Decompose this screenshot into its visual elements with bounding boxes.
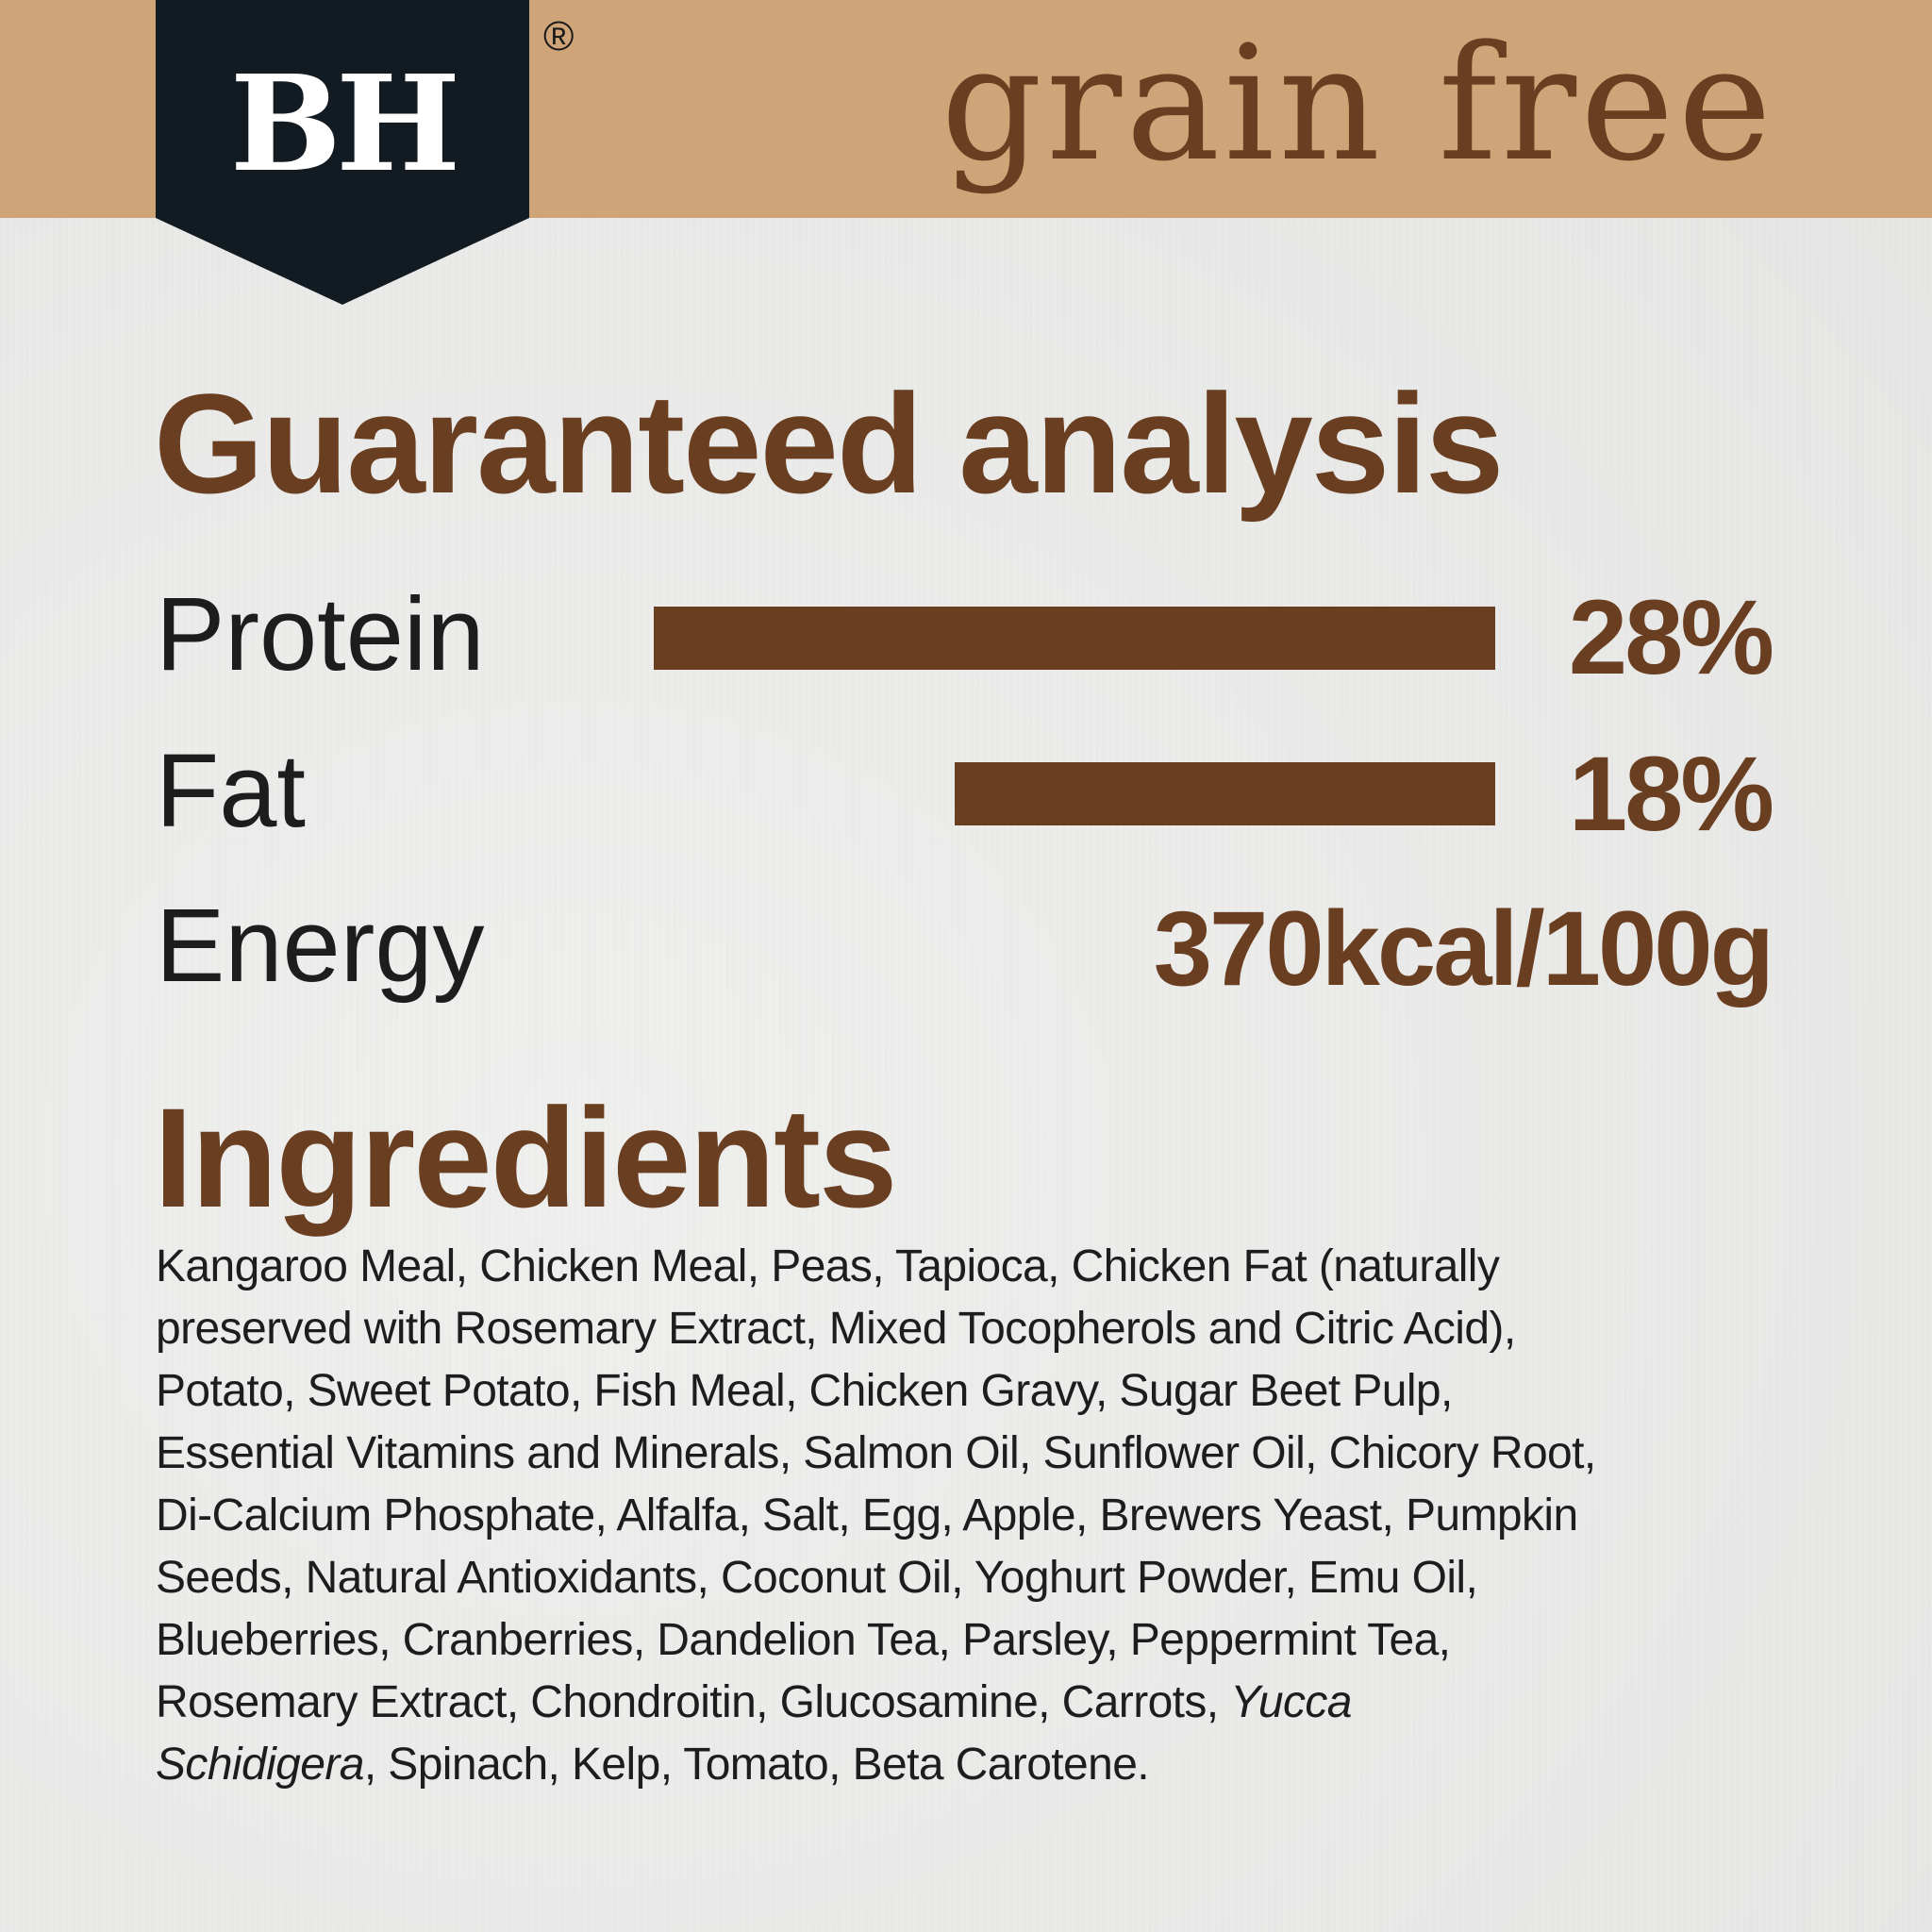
ingredients-text: Essential Vitamins and Minerals, Salmon … bbox=[156, 1428, 1596, 1478]
ingredients-text: preserved with Rosemary Extract, Mixed T… bbox=[156, 1304, 1516, 1354]
brand-logo-text: BH bbox=[229, 47, 461, 202]
ingredients-line: Seeds, Natural Antioxidants, Coconut Oil… bbox=[156, 1547, 1816, 1609]
protein-bar bbox=[654, 607, 1495, 670]
ingredients-line: Rosemary Extract, Chondroitin, Glucosami… bbox=[156, 1672, 1816, 1734]
ingredients-list: Kangaroo Meal, Chicken Meal, Peas, Tapio… bbox=[156, 1236, 1816, 1796]
ingredients-text: Di-Calcium Phosphate, Alfalfa, Salt, Egg… bbox=[156, 1491, 1578, 1541]
ingredients-text: Yucca bbox=[1230, 1677, 1352, 1727]
ingredients-line: Di-Calcium Phosphate, Alfalfa, Salt, Egg… bbox=[156, 1485, 1816, 1547]
ingredients-line: Essential Vitamins and Minerals, Salmon … bbox=[156, 1423, 1816, 1485]
ingredients-text: , Spinach, Kelp, Tomato, Beta Carotene. bbox=[363, 1740, 1150, 1790]
brand-logo-badge: BH bbox=[156, 0, 529, 305]
ingredients-line: preserved with Rosemary Extract, Mixed T… bbox=[156, 1298, 1816, 1360]
ingredients-line: Kangaroo Meal, Chicken Meal, Peas, Tapio… bbox=[156, 1236, 1816, 1298]
ingredients-text: Rosemary Extract, Chondroitin, Glucosami… bbox=[156, 1677, 1231, 1727]
protein-label: Protein bbox=[156, 576, 485, 692]
ingredients-text: Seeds, Natural Antioxidants, Coconut Oil… bbox=[156, 1553, 1478, 1603]
protein-value: 28% bbox=[1568, 578, 1774, 696]
ingredients-line: Potato, Sweet Potato, Fish Meal, Chicken… bbox=[156, 1360, 1816, 1423]
analysis-title: Guaranteed analysis bbox=[154, 364, 1504, 523]
fat-bar bbox=[954, 762, 1495, 825]
registered-mark: ® bbox=[543, 13, 575, 59]
ingredients-text: Schidigera bbox=[156, 1740, 364, 1790]
ingredients-line: Blueberries, Cranberries, Dandelion Tea,… bbox=[156, 1609, 1816, 1672]
tagline: grain free bbox=[941, 11, 1775, 196]
ingredients-line: Schidigera, Spinach, Kelp, Tomato, Beta … bbox=[156, 1734, 1816, 1796]
ingredients-text: Blueberries, Cranberries, Dandelion Tea,… bbox=[156, 1615, 1451, 1665]
badge-shape bbox=[156, 0, 529, 305]
ingredients-title: Ingredients bbox=[154, 1078, 897, 1237]
ingredients-text: Kangaroo Meal, Chicken Meal, Peas, Tapio… bbox=[156, 1241, 1500, 1291]
fat-value: 18% bbox=[1568, 735, 1774, 853]
fat-label: Fat bbox=[156, 733, 306, 849]
energy-value: 370kcal/100g bbox=[1153, 890, 1774, 1008]
ingredients-text: Potato, Sweet Potato, Fish Meal, Chicken… bbox=[156, 1366, 1453, 1416]
energy-label: Energy bbox=[156, 888, 485, 1004]
